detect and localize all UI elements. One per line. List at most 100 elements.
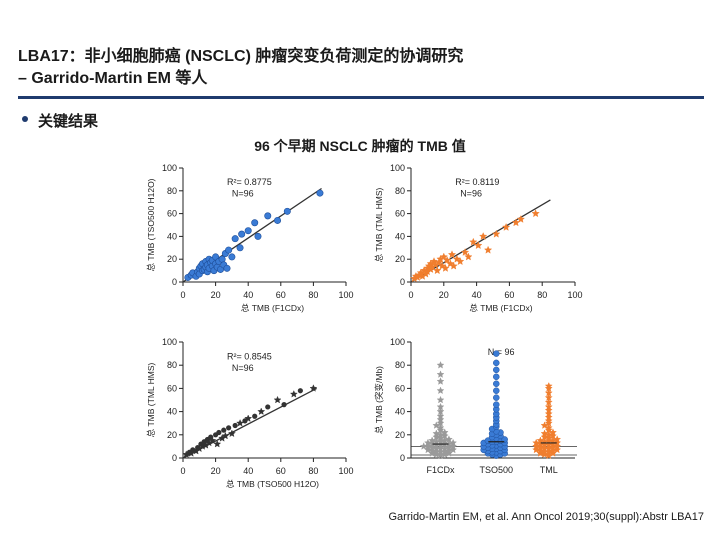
data-point	[228, 253, 236, 261]
y-tick-label: 0	[400, 277, 405, 287]
y-tick-label: 60	[395, 383, 405, 393]
data-point	[502, 222, 511, 231]
category-label: F1CDx	[427, 465, 456, 475]
x-tick-label: 40	[243, 290, 253, 300]
y-tick-label: 100	[162, 163, 177, 173]
y-axis-label: 总 TMB (TSO500 H12O)	[146, 178, 156, 271]
data-point	[478, 232, 488, 240]
chart-p2: 0 20 40 60 80 100 0 20 40 60 80 100 总 TMB (F1CDx) 总 T…	[374, 163, 583, 313]
x-tick-label: 60	[276, 290, 286, 300]
x-tick-label: 80	[308, 466, 318, 476]
slide-title-line2: – Garrido-Martin EM 等人	[18, 70, 208, 87]
data-point	[436, 419, 445, 427]
y-tick-label: 40	[167, 407, 177, 417]
data-point	[264, 212, 272, 220]
data-point	[283, 207, 291, 215]
data-point	[544, 413, 553, 421]
y-tick-label: 40	[167, 231, 177, 241]
data-point	[544, 416, 553, 425]
category-label: TSO500	[480, 465, 514, 475]
data-point	[244, 227, 252, 235]
x-tick-label: 60	[504, 290, 514, 300]
data-point	[436, 412, 445, 420]
data-point	[436, 370, 445, 378]
x-tick-label: 80	[537, 290, 547, 300]
data-point	[273, 395, 282, 404]
data-point	[228, 429, 236, 438]
x-tick-label: 0	[408, 290, 413, 300]
data-point	[531, 209, 540, 218]
x-tick-label: 0	[180, 466, 185, 476]
data-point	[436, 361, 445, 369]
y-tick-label: 100	[390, 337, 405, 347]
data-point	[456, 257, 465, 266]
data-point	[544, 406, 553, 414]
y-tick-label: 80	[395, 360, 405, 370]
data-point	[484, 245, 493, 254]
y-tick-label: 100	[390, 163, 405, 173]
data-point	[493, 373, 500, 381]
data-point	[297, 388, 303, 394]
data-point	[493, 401, 500, 408]
data-point	[469, 237, 478, 246]
data-point	[493, 359, 500, 367]
slide-title: LBA17：非小细胞肺癌 (NSCLC) 肿瘤突变负荷测定的协调研究 – Gar…	[18, 46, 463, 90]
data-point	[449, 261, 458, 270]
x-axis-label: 总 TMB (F1CDx)	[469, 303, 532, 313]
y-tick-label: 20	[395, 254, 405, 264]
slide-title-line1: LBA17：非小细胞肺癌 (NSCLC) 肿瘤突变负荷测定的协调研究	[18, 48, 464, 65]
data-point	[208, 436, 217, 444]
data-point	[238, 230, 246, 238]
x-tick-label: 40	[472, 290, 482, 300]
y-tick-label: 100	[162, 337, 177, 347]
data-point	[242, 418, 248, 424]
data-point	[225, 246, 233, 254]
r-squared-label: R²= 0.8119	[455, 177, 499, 187]
data-point	[436, 395, 445, 404]
data-point	[492, 229, 501, 238]
y-tick-label: 60	[395, 209, 405, 219]
x-tick-label: 0	[180, 290, 185, 300]
x-tick-label: 20	[211, 466, 221, 476]
data-point	[544, 388, 553, 397]
data-point	[493, 380, 500, 388]
y-axis-label: 总 TMB (突变/Mb)	[374, 366, 384, 434]
x-tick-label: 20	[211, 290, 221, 300]
chart-p4: 0 20 40 60 80 100 总 TMB (突变/Mb) N = 96 F1CDx TSO5…	[374, 337, 577, 475]
data-point	[501, 436, 508, 443]
y-tick-label: 60	[167, 209, 177, 219]
n-label: N=96	[232, 363, 254, 373]
x-tick-label: 20	[439, 290, 449, 300]
data-point	[464, 252, 473, 261]
data-point	[252, 413, 258, 419]
y-tick-label: 0	[172, 453, 177, 463]
data-point	[309, 384, 318, 392]
data-point	[439, 252, 448, 261]
data-point	[461, 248, 470, 256]
bullet-key-results: 关键结果	[38, 113, 99, 130]
data-point	[231, 235, 239, 243]
data-point	[254, 232, 262, 240]
data-point	[474, 241, 483, 250]
data-point	[232, 422, 238, 429]
y-tick-label: 20	[395, 430, 405, 440]
r-squared-label: R²= 0.8545	[227, 351, 272, 361]
data-point	[544, 381, 553, 390]
chart-title: N = 96	[488, 347, 515, 357]
x-tick-label: 100	[338, 290, 353, 300]
n-label: N=96	[460, 189, 482, 199]
data-point	[218, 255, 226, 263]
data-point	[493, 350, 500, 357]
data-point	[281, 402, 287, 408]
x-tick-label: 100	[567, 290, 582, 300]
data-point	[289, 390, 298, 398]
data-point	[216, 429, 222, 436]
y-tick-label: 0	[172, 277, 177, 287]
y-tick-label: 80	[167, 360, 177, 370]
r-squared-label: R²= 0.8775	[227, 177, 272, 187]
chart-p1: 0 20 40 60 80 100 0 20 40 60 80 100 总 TMB (F1CDx) 总 T…	[146, 163, 354, 313]
data-point	[213, 439, 222, 448]
data-point	[443, 255, 452, 264]
y-axis-label: 总 TMB (TML HMS)	[146, 362, 156, 437]
